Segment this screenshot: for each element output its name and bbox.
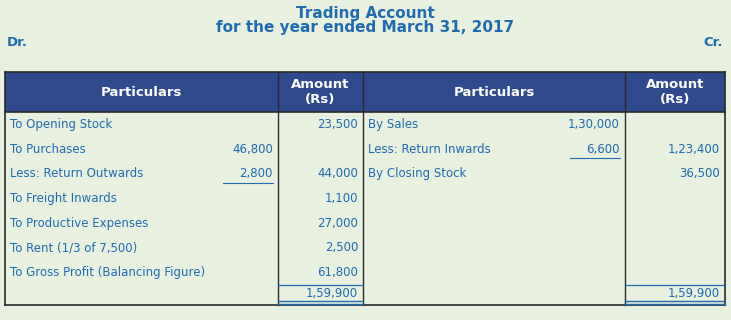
Text: To Gross Profit (Balancing Figure): To Gross Profit (Balancing Figure) bbox=[10, 266, 205, 279]
Text: Particulars: Particulars bbox=[453, 85, 534, 99]
Text: 2,500: 2,500 bbox=[325, 241, 358, 254]
Text: 2,800: 2,800 bbox=[240, 167, 273, 180]
Text: Less: Return Inwards: Less: Return Inwards bbox=[368, 143, 491, 156]
Text: 6,600: 6,600 bbox=[586, 143, 620, 156]
Bar bbox=[625, 72, 725, 112]
Text: By Closing Stock: By Closing Stock bbox=[368, 167, 466, 180]
Text: 46,800: 46,800 bbox=[232, 143, 273, 156]
Text: To Productive Expenses: To Productive Expenses bbox=[10, 217, 148, 230]
Text: 36,500: 36,500 bbox=[679, 167, 720, 180]
Bar bbox=[278, 72, 363, 112]
Text: Amount
(Rs): Amount (Rs) bbox=[645, 78, 704, 106]
Text: 1,59,900: 1,59,900 bbox=[668, 287, 720, 300]
Text: To Rent (1/3 of 7,500): To Rent (1/3 of 7,500) bbox=[10, 241, 137, 254]
Text: Trading Account: Trading Account bbox=[295, 6, 434, 21]
Text: 1,30,000: 1,30,000 bbox=[568, 118, 620, 131]
Text: Amount
(Rs): Amount (Rs) bbox=[292, 78, 349, 106]
Bar bbox=[5, 112, 725, 305]
Text: To Freight Inwards: To Freight Inwards bbox=[10, 192, 117, 205]
Text: 27,000: 27,000 bbox=[317, 217, 358, 230]
Text: 1,23,400: 1,23,400 bbox=[668, 143, 720, 156]
Text: 61,800: 61,800 bbox=[317, 266, 358, 279]
Text: 1,59,900: 1,59,900 bbox=[306, 287, 358, 300]
Text: 44,000: 44,000 bbox=[317, 167, 358, 180]
Text: Dr.: Dr. bbox=[7, 36, 28, 49]
Text: 1,100: 1,100 bbox=[325, 192, 358, 205]
Text: Particulars: Particulars bbox=[101, 85, 182, 99]
Text: for the year ended March 31, 2017: for the year ended March 31, 2017 bbox=[216, 20, 514, 35]
Text: By Sales: By Sales bbox=[368, 118, 418, 131]
Text: Less: Return Outwards: Less: Return Outwards bbox=[10, 167, 143, 180]
Text: To Purchases: To Purchases bbox=[10, 143, 86, 156]
Text: To Opening Stock: To Opening Stock bbox=[10, 118, 113, 131]
Bar bbox=[363, 72, 625, 112]
Bar bbox=[5, 72, 278, 112]
Text: Cr.: Cr. bbox=[703, 36, 723, 49]
Text: 23,500: 23,500 bbox=[317, 118, 358, 131]
